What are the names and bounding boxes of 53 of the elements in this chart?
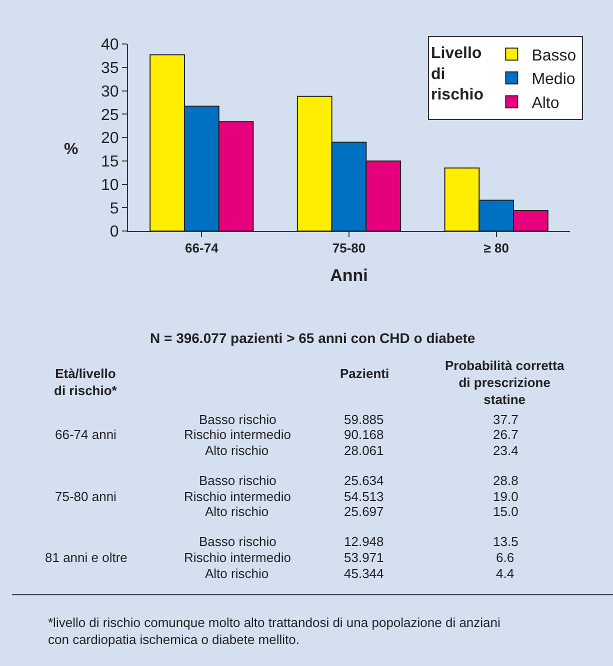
text: 54.513 [344, 489, 384, 504]
text: 25.634 [344, 473, 384, 488]
y-tick-label: 25 [101, 106, 119, 124]
text: Età/livello di rischio* [54, 366, 118, 398]
legend-label: Basso [532, 47, 576, 64]
y-axis-title: % [64, 141, 78, 158]
y-tick-label: 35 [101, 60, 119, 78]
text: 6.6 [496, 550, 514, 565]
text: Rischio intermedio [184, 550, 291, 565]
legend-label: Medio [532, 71, 576, 88]
text: 28.061 [344, 443, 384, 458]
text: Alto rischio [205, 566, 269, 581]
text: Alto rischio [205, 504, 269, 519]
text: 90.168 [344, 427, 384, 442]
x-axis-title: Anni [330, 266, 368, 286]
text: 81 anni e oltre [45, 550, 128, 565]
text: Basso rischio [199, 534, 276, 549]
text: Alto rischio [205, 443, 269, 458]
text: Probabilità corretta di prescrizione statine [445, 358, 565, 407]
text: 19.0 [493, 489, 518, 504]
text: 75-80 anni [55, 489, 117, 504]
text: 26.7 [493, 427, 518, 442]
text: 59.885 [344, 412, 384, 427]
text: 15.0 [493, 504, 518, 519]
text: Basso rischio [199, 412, 276, 427]
text: 12.948 [344, 534, 384, 549]
text: Pazienti [340, 366, 390, 381]
text: 45.344 [344, 566, 384, 581]
y-tick-label: 30 [101, 83, 119, 100]
y-tick-label: 5 [110, 200, 119, 218]
y-tick-label: 0 [110, 224, 119, 241]
x-tick-label: 66-74 [185, 240, 220, 256]
text: Rischio intermedio [184, 427, 291, 442]
legend-title: Livello di rischio [431, 45, 484, 104]
text: *livello di rischio comunque molto alto trattandosi di una popolazione di anziani con cardiopatia ischemica o diabete mellito. [48, 615, 500, 647]
text: Basso rischio [199, 473, 276, 488]
text: N = 396.077 pazienti > 65 anni con CHD o diabete [150, 330, 476, 346]
y-tick-label: 20 [101, 130, 119, 148]
text: Rischio intermedio [184, 489, 291, 504]
y-tick-label: 40 [101, 36, 119, 54]
x-tick-label: ≥ 80 [484, 240, 509, 256]
text: 28.8 [493, 473, 518, 488]
x-tick-label: 75-80 [332, 240, 366, 256]
text: 25.697 [344, 504, 384, 519]
text: 37.7 [493, 412, 518, 427]
y-tick-label: 10 [101, 176, 119, 194]
text: 53.971 [344, 550, 384, 565]
text: 23.4 [493, 443, 518, 458]
text: 4.4 [496, 566, 514, 581]
text: 13.5 [493, 534, 518, 549]
legend-label: Alto [532, 94, 560, 112]
y-tick-label: 15 [101, 154, 119, 171]
text: 66-74 anni [55, 427, 117, 442]
